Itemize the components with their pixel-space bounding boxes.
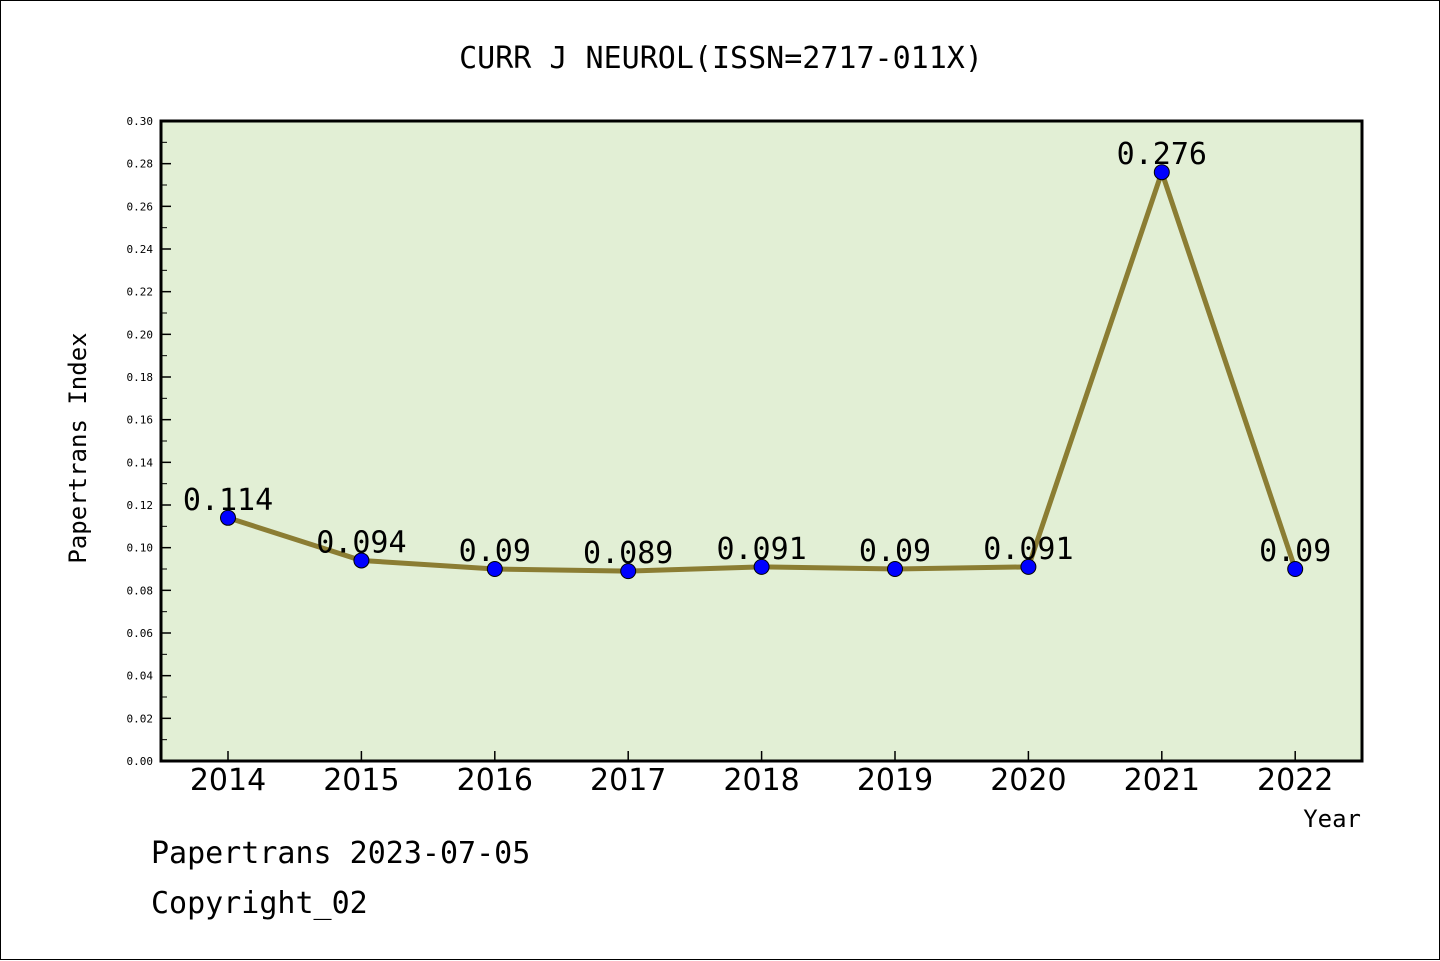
y-tick-label: 0.16	[127, 414, 154, 427]
chart-title: CURR J NEUROL(ISSN=2717-011X)	[459, 41, 983, 76]
data-label: 0.09	[459, 534, 531, 569]
y-tick-label: 0.02	[127, 712, 154, 725]
data-label: 0.09	[859, 534, 931, 569]
x-tick-label: 2015	[323, 763, 399, 798]
y-tick-label: 0.12	[127, 499, 154, 512]
data-label: 0.094	[316, 525, 406, 560]
data-label: 0.276	[1117, 137, 1207, 172]
footer-copyright: Copyright_02	[151, 886, 368, 921]
x-axis-label: Year	[1303, 805, 1361, 833]
x-tick-label: 2014	[190, 763, 266, 798]
y-tick-label: 0.30	[127, 115, 154, 128]
data-point	[1287, 561, 1304, 577]
y-tick-label: 0.08	[127, 584, 154, 597]
y-tick-label: 0.20	[127, 328, 154, 341]
x-axis: 2014 2015 2016 2017 2018 2019 2020 2021 2022	[190, 751, 1333, 798]
data-point	[353, 552, 370, 569]
y-axis-label: Papertrans Index	[64, 332, 92, 563]
data-point	[220, 509, 236, 526]
y-tick-label: 0.10	[127, 542, 154, 555]
data-point	[753, 558, 770, 575]
data-point	[887, 561, 903, 577]
data-labels: 0.114 0.094 0.09 0.089 0.091 0.09 0.091 0.276 0.…	[183, 137, 1331, 571]
data-label: 0.091	[983, 532, 1073, 567]
y-tick-label: 0.00	[127, 755, 154, 768]
x-tick-label: 2016	[457, 763, 533, 798]
footer-date: Papertrans 2023-07-05	[151, 836, 531, 871]
plot-area	[159, 119, 1364, 763]
y-tick-label: 0.18	[127, 371, 154, 384]
series-papertrans-index	[220, 164, 1304, 580]
data-point	[486, 561, 503, 577]
data-label: 0.114	[183, 483, 273, 518]
y-tick-label: 0.06	[127, 627, 154, 640]
y-tick-label: 0.28	[127, 158, 154, 171]
x-tick-label: 2017	[590, 763, 666, 798]
y-axis: 0.00 0.02 0.04 0.06 0.08 0.10 0.12 0.14 0.16 0.18…	[127, 115, 171, 768]
y-tick-label: 0.22	[127, 286, 154, 299]
data-point	[1020, 558, 1037, 575]
x-tick-label: 2018	[723, 763, 799, 798]
y-tick-label: 0.04	[127, 670, 154, 683]
data-label: 0.089	[583, 536, 673, 571]
x-tick-label: 2019	[857, 763, 933, 798]
x-tick-label: 2021	[1124, 763, 1200, 798]
x-tick-label: 2022	[1257, 763, 1333, 798]
y-tick-label: 0.26	[127, 200, 154, 213]
data-label: 0.09	[1259, 534, 1331, 569]
data-point	[1153, 164, 1170, 181]
data-point	[620, 563, 637, 580]
y-tick-label: 0.24	[127, 243, 154, 256]
y-tick-label: 0.14	[127, 456, 154, 469]
data-label: 0.091	[716, 532, 806, 567]
x-tick-label: 2020	[990, 763, 1066, 798]
